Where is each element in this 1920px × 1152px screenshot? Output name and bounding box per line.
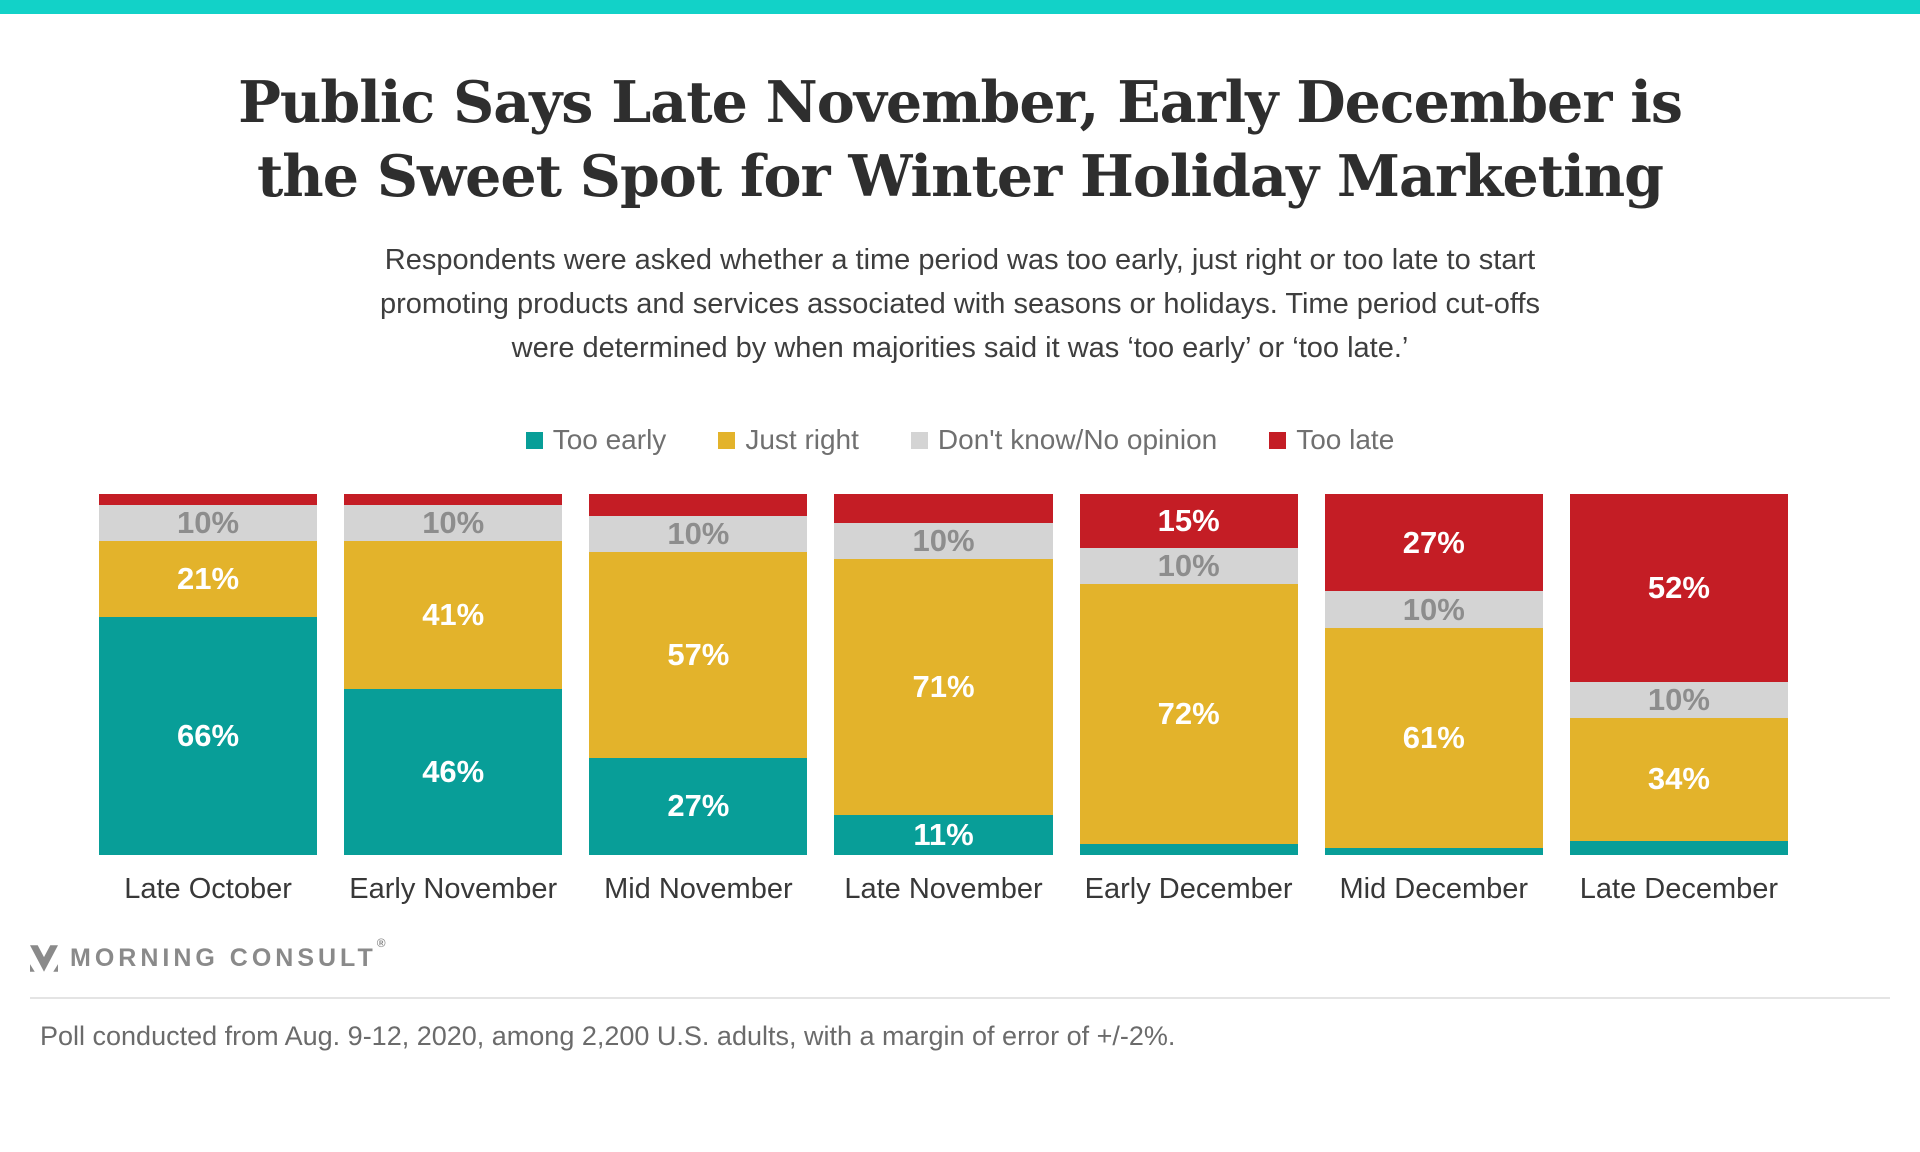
segment-dont-know: 10% [1569,681,1788,718]
legend-label: Don't know/No opinion [937,424,1218,455]
segment-too-late: 52% [1569,494,1788,682]
legend-label: Too early [552,424,667,455]
legend-item-just-right: Just right [718,424,859,456]
segment-too-late [99,494,318,505]
x-axis-label: Early December [1084,873,1293,905]
segment-dont-know: 10% [834,522,1053,559]
segment-just-right: 34% [1569,717,1788,841]
subtitle-line: Respondents were asked whether a time pe… [384,244,1536,276]
page-title: Public Says Late November, Early Decembe… [0,66,1920,214]
subtitle-line: promoting products and services associat… [379,288,1541,320]
morning-consult-m-icon [30,945,58,972]
bar-late-december: 52% 10% 34% Late December [1569,494,1788,906]
segment-too-early: 46% [344,688,563,855]
x-axis-label: Late October [124,873,292,905]
x-axis-label: Mid December [1339,873,1529,905]
segment-just-right: 57% [589,551,808,758]
bar-stack: 10% 21% 66% [99,494,318,855]
bar-stack: 10% 41% 46% [344,494,563,855]
segment-too-early [1324,847,1543,855]
page-title-line2: the Sweet Spot for Winter Holiday Market… [256,143,1664,210]
chart-legend: Too early Just right Don't know/No opinion… [0,424,1920,456]
segment-too-early: 27% [589,757,808,855]
bar-mid-november: 10% 57% 27% Mid November [589,494,808,906]
segment-just-right: 61% [1324,627,1543,848]
bar-late-october: 10% 21% 66% Late October [99,494,318,906]
x-axis-label: Late November [844,873,1043,905]
segment-too-late: 27% [1324,494,1543,592]
bar-stack: 27% 10% 61% [1324,494,1543,855]
segment-too-early: 11% [834,815,1053,855]
registered-mark: ® [376,936,390,950]
footer-divider [30,997,1890,999]
segment-just-right: 72% [1079,584,1298,845]
top-accent-bar [0,0,1920,14]
segment-too-late [589,494,808,516]
bar-stack: 52% 10% 34% [1569,494,1788,855]
logo-wordmark: MORNING CONSULT® [70,936,390,972]
bar-stack: 15% 10% 72% [1079,494,1298,855]
x-axis-label: Mid November [604,873,793,905]
subtitle-line: were determined by when majorities said … [511,332,1409,364]
segment-dont-know: 10% [1324,591,1543,628]
legend-item-too-late: Too late [1269,424,1394,456]
segment-just-right: 41% [344,540,563,689]
bar-early-december: 15% 10% 72% Early December [1079,494,1298,906]
segment-too-early: 66% [99,616,318,855]
legend-label: Too late [1296,424,1395,455]
too-early-swatch-icon [525,431,543,449]
methodology-note: Poll conducted from Aug. 9-12, 2020, amo… [40,1021,1176,1051]
segment-dont-know: 10% [1079,548,1298,585]
x-axis-label: Late December [1579,873,1779,905]
segment-too-early [1079,844,1298,855]
stacked-bar-chart: 10% 21% 66% Late October 10% 41% 46% Early Nove… [99,494,1788,906]
page-subtitle: Respondents were asked whether a time pe… [0,238,1920,370]
segment-dont-know: 10% [344,504,563,541]
page-title-line1: Public Says Late November, Early Decembe… [238,69,1683,136]
bar-late-november: 10% 71% 11% Late November [834,494,1053,906]
bar-mid-december: 27% 10% 61% Mid December [1324,494,1543,906]
segment-dont-know: 10% [589,515,808,552]
bar-stack: 10% 57% 27% [589,494,808,855]
just-right-swatch-icon [718,431,736,449]
legend-item-dont-know: Don't know/No opinion [910,424,1218,456]
legend-item-too-early: Too early [525,424,667,456]
segment-too-early [1569,840,1788,855]
too-late-swatch-icon [1269,431,1287,449]
segment-too-late: 15% [1079,494,1298,549]
segment-just-right: 21% [99,540,318,617]
bar-stack: 10% 71% 11% [834,494,1053,855]
bar-early-november: 10% 41% 46% Early November [344,494,563,906]
morning-consult-logo: MORNING CONSULT® [30,936,1920,973]
segment-too-late [834,494,1053,523]
segment-just-right: 71% [834,558,1053,816]
legend-label: Just right [745,424,859,455]
segment-too-late [344,494,563,505]
segment-dont-know: 10% [99,504,318,541]
x-axis-label: Early November [349,873,558,905]
dont-know-swatch-icon [910,431,928,449]
